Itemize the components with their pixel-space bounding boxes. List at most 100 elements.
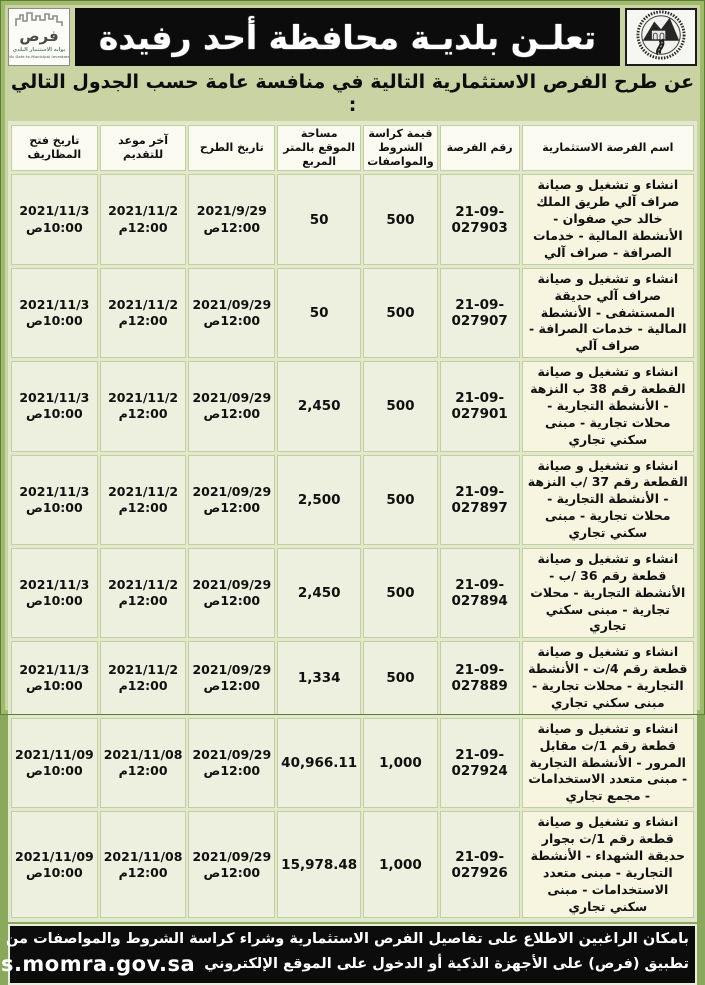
opening-time-value: 10:00ص [26, 593, 83, 609]
offer-date: 2021/09/29 12:00ص [188, 641, 276, 715]
offer-date-value: 2021/09/29 [192, 296, 272, 312]
opening-date-value: 2021/11/3 [19, 390, 90, 406]
furas-english-tagline: Public Gate to Municipal Investments [9, 55, 70, 59]
submission-deadline: 2021/11/2 12:00م [99, 454, 187, 545]
footer-notice: بامكان الراغبين الاطلاع على تفاصيل الفرص… [0, 924, 697, 985]
table-row: انشاء و تشغيل و صيانة قطعة رقم 1/ت بجوار… [11, 811, 694, 919]
offer-time-value: 12:00ص [203, 593, 261, 609]
offer-date-value: 2021/9/29 [196, 203, 267, 219]
deadline-time-value: 12:00م [118, 864, 168, 880]
municipality-emblem [625, 8, 697, 66]
furas-website-link[interactable]: https://Furas.momra.gov.sa [0, 952, 196, 977]
opening-date-value: 2021/11/3 [19, 483, 90, 499]
booklet-value: 1,000 [363, 811, 438, 919]
opportunity-number: 21-09-027894 [439, 547, 520, 639]
site-area: 2,450 [277, 361, 362, 452]
table-row: انشاء و تشغيل و صيانة القطعة رقم 37 /ب ا… [11, 454, 694, 545]
col-header-booklet-value: قيمة كراسة الشروط والمواصفات [363, 124, 438, 172]
opening-time-value: 10:00ص [26, 406, 83, 422]
offer-date: 2021/09/29 12:00ص [188, 454, 276, 545]
opportunity-name: انشاء و تشغيل و صيانة صراف آلي طريق المل… [521, 174, 694, 265]
offer-date-value: 2021/09/29 [192, 483, 272, 499]
opening-date-value: 2021/11/3 [19, 203, 90, 219]
envelope-opening: 2021/11/3 10:00ص [11, 454, 98, 545]
opening-date-value: 2021/11/09 [15, 746, 94, 762]
envelope-opening: 2021/11/3 10:00ص [11, 641, 98, 715]
offer-time-value: 12:00ص [203, 864, 261, 880]
offer-time-value: 12:00ص [203, 313, 261, 329]
masthead: تعلـن بلديـة محافظة أحد رفيدة فرص بوابة … [8, 8, 697, 66]
deadline-date-value: 2021/11/2 [108, 390, 179, 406]
envelope-opening: 2021/11/3 10:00ص [11, 174, 98, 265]
deadline-time-value: 12:00م [118, 678, 168, 694]
booklet-value: 500 [363, 641, 438, 715]
deadline-date-value: 2021/11/2 [108, 203, 179, 219]
site-area: 2,500 [277, 454, 362, 545]
opportunity-number: 21-09-027901 [439, 361, 520, 452]
page-title: تعلـن بلديـة محافظة أحد رفيدة [98, 17, 597, 57]
envelope-opening: 2021/11/3 10:00ص [11, 361, 98, 452]
submission-deadline: 2021/11/2 12:00م [99, 547, 187, 639]
submission-deadline: 2021/11/08 12:00م [99, 717, 187, 809]
table-row: انشاء و تشغيل و صيانة قطعة رقم 4/ت - الأ… [11, 641, 694, 715]
opening-date-value: 2021/11/3 [19, 296, 90, 312]
offer-date: 2021/09/29 12:00ص [188, 267, 276, 359]
offer-time-value: 12:00ص [203, 763, 261, 779]
deadline-date-value: 2021/11/2 [108, 483, 179, 499]
offer-date-value: 2021/09/29 [192, 746, 272, 762]
col-header-offer-date: تاريخ الطرح [188, 124, 276, 172]
footer-line-2: تطبيق (فرص) على الأجهزة الذكية أو الدخول… [0, 950, 689, 978]
opening-date-value: 2021/11/3 [19, 576, 90, 592]
submission-deadline: 2021/11/2 12:00م [99, 361, 187, 452]
deadline-time-value: 12:00م [118, 219, 168, 235]
opportunity-name: انشاء و تشغيل و صيانة قطعة رقم 1/ت بجوار… [521, 811, 694, 919]
opening-time-value: 10:00ص [26, 864, 83, 880]
table-body: انشاء و تشغيل و صيانة صراف آلي طريق المل… [11, 174, 694, 919]
col-header-envelope-opening: تاريخ فتح المظاريف [11, 124, 98, 172]
site-area: 40,966.11 [277, 717, 362, 809]
opportunity-name: انشاء و تشغيل و صيانة قطعة رقم 4/ت - الأ… [521, 641, 694, 715]
offer-time-value: 12:00ص [203, 499, 261, 515]
offer-time-value: 12:00ص [203, 219, 261, 235]
deadline-date-value: 2021/11/08 [103, 746, 183, 762]
opening-time-value: 10:00ص [26, 499, 83, 515]
opportunity-number: 21-09-027903 [439, 174, 520, 265]
offer-time-value: 12:00ص [203, 406, 261, 422]
site-area: 1,334 [277, 641, 362, 715]
envelope-opening: 2021/11/3 10:00ص [11, 267, 98, 359]
deadline-time-value: 12:00م [118, 406, 168, 422]
deadline-date-value: 2021/11/2 [108, 661, 179, 677]
offer-date-value: 2021/09/29 [192, 576, 272, 592]
opportunity-number: 21-09-027907 [439, 267, 520, 359]
deadline-date-value: 2021/11/2 [108, 576, 179, 592]
booklet-value: 500 [363, 547, 438, 639]
announcement-subtitle: عن طرح الفرص الاستثمارية التالية في مناف… [10, 71, 695, 116]
site-area: 2,450 [277, 547, 362, 639]
deadline-time-value: 12:00م [118, 593, 168, 609]
deadline-time-value: 12:00م [118, 499, 168, 515]
opportunity-name: انشاء و تشغيل و صيانة صراف آلي حديقة الم… [521, 267, 694, 359]
submission-deadline: 2021/11/2 12:00م [99, 174, 187, 265]
offer-date: 2021/09/29 12:00ص [188, 361, 276, 452]
footer-line-1: بامكان الراغبين الاطلاع على تفاصيل الفرص… [0, 931, 689, 948]
opportunity-name: انشاء و تشغيل و صيانة القطعة رقم 37 /ب ا… [521, 454, 694, 545]
opportunities-table-wrap: اسم الفرصة الاستثمارية رقم الفرصة قيمة ك… [8, 120, 697, 923]
envelope-opening: 2021/11/09 10:00ص [11, 717, 98, 809]
offer-time-value: 12:00ص [203, 678, 261, 694]
opportunity-number: 21-09-027897 [439, 454, 520, 545]
site-area: 15,978.48 [277, 811, 362, 919]
furas-logo: فرص بوابة الاستثمار البلدي Public Gate t… [8, 8, 70, 66]
deadline-time-value: 12:00م [118, 763, 168, 779]
table-row: انشاء و تشغيل و صيانة قطعة رقم 36 /ب - ا… [11, 547, 694, 639]
announcement-title-banner: تعلـن بلديـة محافظة أحد رفيدة [75, 8, 620, 66]
footer-line-2-text: تطبيق (فرص) على الأجهزة الذكية أو الدخول… [204, 956, 689, 973]
col-header-opportunity-number: رقم الفرصة [439, 124, 520, 172]
table-row: انشاء و تشغيل و صيانة قطعة رقم 1/ت مقابل… [11, 717, 694, 809]
furas-wordmark: فرص [19, 27, 59, 45]
booklet-value: 1,000 [363, 717, 438, 809]
opportunity-number: 21-09-027889 [439, 641, 520, 715]
opportunity-number: 21-09-027926 [439, 811, 520, 919]
site-area: 50 [277, 267, 362, 359]
booklet-value: 500 [363, 267, 438, 359]
